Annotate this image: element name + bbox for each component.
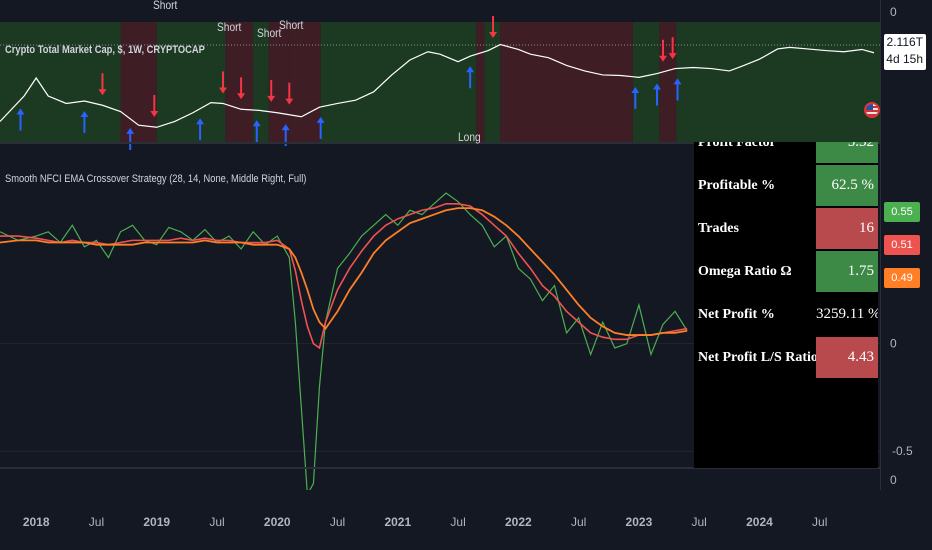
y-tick-label: 0 [890,473,897,487]
perf-row: Net Profit L/S Ratio 4.43 [694,337,878,380]
short-signal-label: Short [278,18,303,32]
pane-separator [0,142,880,144]
perf-label: Omega Ratio Ω [694,251,814,292]
perf-row [694,380,878,423]
us-flag-icon[interactable] [864,102,880,118]
short-signal-label: Short [217,20,242,34]
regime-band-bearish [476,22,485,142]
short-signal-arrow [659,39,668,62]
perf-value: 4.43 [816,337,878,378]
time-axis-label: Jul [330,515,345,529]
perf-row: Omega Ratio Ω 1.75 [694,251,878,294]
price-value: 2.116T [886,35,923,49]
long-signal-label: Long [458,130,481,144]
short-signal-arrow [489,15,498,38]
y-tick-label: -0.5 [892,444,913,458]
short-signal-arrow [285,82,294,105]
perf-label: Net Profit % [694,294,814,335]
time-axis-bg [0,490,932,550]
time-axis-label: 2020 [264,515,291,529]
time-axis-label: 2024 [746,515,773,529]
long-signal-arrow [196,118,205,141]
long-signal-arrow [80,110,89,133]
slow-ema-badge: 0.49 [884,268,920,288]
nfci-value-badge: 0.55 [884,202,920,222]
price-pane [0,15,880,150]
time-axis-label: Jul [571,515,586,529]
perf-value: 16 [816,208,878,249]
time-axis-label: Jul [89,515,104,529]
short-signal-arrow [219,71,228,94]
short-signal-label: Short [153,0,178,12]
fast-ema-badge: 0.51 [884,235,920,255]
short-signal-arrow [267,79,276,102]
time-axis-label: 2021 [384,515,411,529]
regime-band-bullish [676,22,880,142]
perf-row: Profit Factor 5.32 [694,142,878,165]
time-axis-label: 2019 [143,515,170,529]
time-axis-label: 2022 [505,515,532,529]
long-signal-arrow [631,86,640,109]
regime-band-bullish [484,22,501,142]
long-signal-arrow [652,83,661,106]
long-signal-arrow [126,127,135,150]
long-signal-arrow [466,66,475,89]
symbol-label: Crypto Total Market Cap, $, 1W, CRYPTOCA… [5,44,205,56]
performance-table: Profit Factor 5.32 Profitable % 62.5 % Trade… [694,142,878,468]
slow-ema-line [0,207,688,336]
fast-ema-line [0,202,688,350]
time-axis-label: Jul [209,515,224,529]
regime-band-bearish [289,22,321,142]
short-signal-arrow [237,77,246,100]
long-signal-arrow [16,108,25,131]
short-signal-arrow [150,94,159,117]
regime-band-bearish [659,22,677,142]
perf-row: Net Profit % 3259.11 % [694,294,878,337]
time-axis-label: Jul [812,515,827,529]
regime-band-bullish [320,22,477,142]
long-signal-arrow [252,120,261,143]
long-signal-arrow [673,78,682,101]
perf-label [694,380,814,421]
regime-band-bullish [632,22,660,142]
perf-label: Net Profit L/S Ratio [694,337,818,378]
perf-value: 5.32 [816,142,878,163]
perf-value: 3259.11 % [816,294,878,335]
short-signal-arrow [668,37,677,60]
pane-separator [0,467,880,469]
regime-band-bearish [500,22,633,142]
regime-band-bullish [253,22,269,142]
time-axis-label: 2018 [23,515,50,529]
time-axis-label: 2023 [626,515,653,529]
perf-label: Profitable % [694,165,814,206]
short-signal-label: Short [256,26,282,40]
time-axis-label: Jul [692,515,707,529]
indicator-title: Smooth NFCI EMA Crossover Strategy (28, … [5,173,307,185]
time-axis-label: Jul [450,515,465,529]
regime-band-bearish [120,22,157,142]
y-tick-label: 0 [890,337,897,351]
price-scale-border [880,0,881,550]
perf-value [816,380,878,421]
regime-band-bearish [225,22,254,142]
perf-value: 1.75 [816,251,878,292]
regime-band-bullish [156,22,226,142]
market-cap-line [0,43,875,128]
long-signal-arrow [316,116,325,139]
perf-value: 62.5 % [816,165,878,206]
price-tag: 2.116T 4d 15h [884,34,926,70]
perf-label: Trades [694,208,814,249]
perf-row: Trades 16 [694,208,878,251]
perf-row: Profitable % 62.5 % [694,165,878,208]
y-tick-label: 0 [890,5,897,19]
perf-label: Profit Factor [694,142,814,163]
countdown: 4d 15h [886,52,923,66]
short-signal-arrow [98,73,107,96]
